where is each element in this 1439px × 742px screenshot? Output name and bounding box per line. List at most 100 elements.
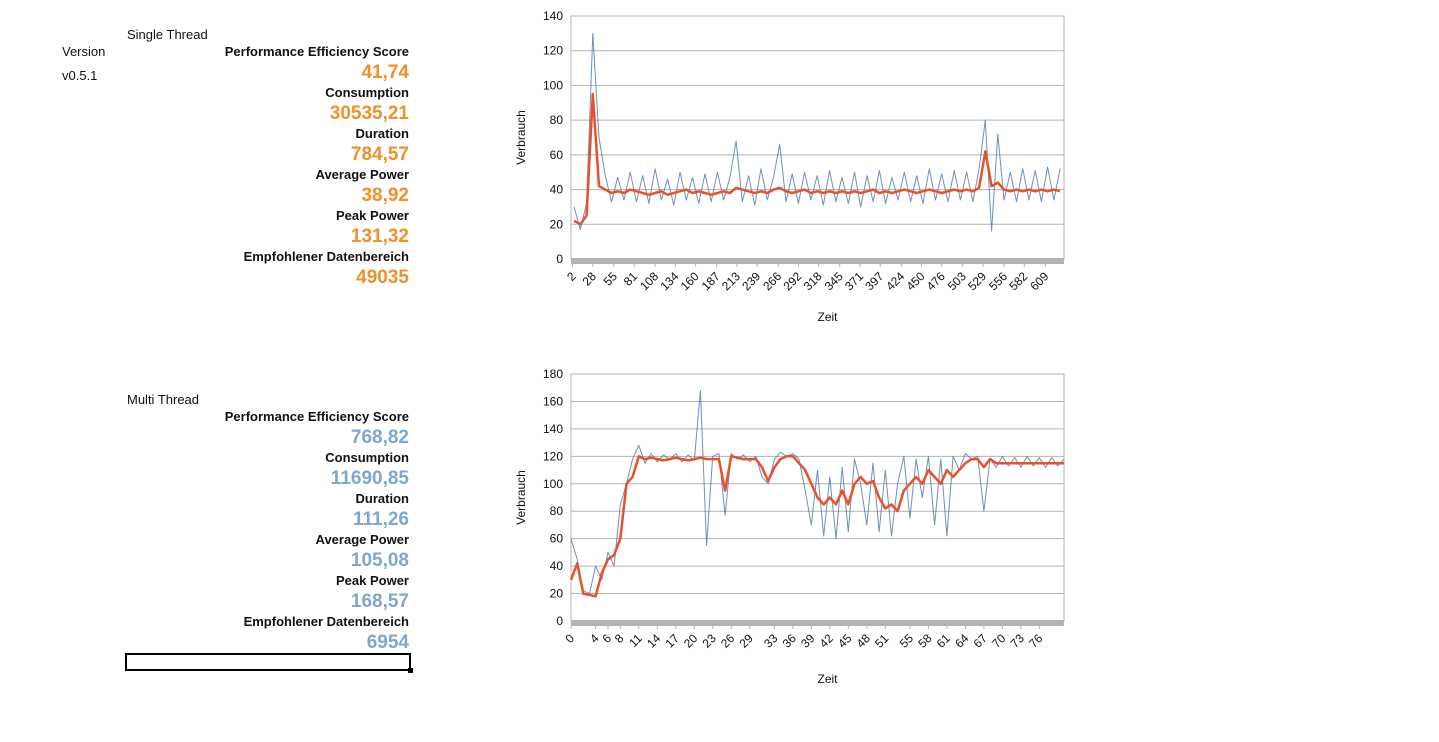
x-tick-label: 8 [612,631,627,646]
metric-label: Duration [356,491,410,506]
x-tick-label: 67 [971,631,991,651]
x-tick-label: 36 [780,631,800,651]
x-tick-label: 345 [822,269,846,293]
metric-value: 111,26 [353,509,409,530]
y-tick-label: 60 [550,532,564,546]
x-tick-label: 4 [587,631,602,646]
metric-label: Peak Power [336,573,409,588]
x-tick-label: 20 [681,631,701,651]
x-tick-label: 108 [637,269,661,293]
x-tick-label: 55 [897,631,917,651]
x-tick-label: 51 [872,631,892,651]
series-line [573,92,1061,226]
x-tick-label: 503 [945,269,969,293]
x-tick-label: 397 [862,269,886,293]
x-tick-label: 582 [1006,269,1030,293]
y-tick-label: 20 [550,587,564,601]
plot-area [570,15,1065,260]
y-tick-label: 120 [543,44,563,58]
x-tick-label: 318 [801,269,825,293]
x-tick-label: 45 [835,631,855,651]
series-line [570,390,1065,595]
metric-value: 105,08 [351,550,409,571]
x-tick-label: 239 [739,269,763,293]
x-tick-label: 14 [644,631,664,651]
x-tick-label: 609 [1027,269,1051,293]
x-tick-label: 81 [621,269,641,289]
metric-label: Performance Efficiency Score [225,44,409,59]
y-tick-label: 0 [556,614,563,628]
x-tick-label: 424 [883,269,907,293]
x-tick-label: 61 [934,631,954,651]
y-tick-label: 160 [543,394,563,408]
metric-label: Duration [356,126,410,141]
metric-label: Average Power [316,532,409,547]
x-tick-label: 2 [564,269,579,284]
x-tick-label: 529 [965,269,989,293]
x-tick-label: 160 [678,269,702,293]
y-tick-label: 100 [543,477,563,491]
x-tick-label: 371 [842,269,866,293]
x-axis-band [571,258,1064,264]
metric-value: 38,92 [361,185,409,206]
x-tick-label: 76 [1026,631,1046,651]
x-tick-label: 70 [989,631,1009,651]
y-axis-title: Verbrauch [514,110,528,165]
y-tick-label: 100 [543,78,563,92]
x-tick-label: 39 [798,631,818,651]
metric-label: Empfohlener Datenbereich [244,249,409,264]
x-axis-title: Zeit [817,310,838,324]
x-tick-label: 0 [562,631,577,646]
x-tick-label: 42 [817,631,837,651]
y-tick-label: 80 [550,113,564,127]
selected-cell[interactable] [125,653,411,671]
x-tick-label: 11 [626,631,645,650]
metric-label: Consumption [325,85,409,100]
y-tick-label: 60 [550,148,564,162]
metric-value: 131,32 [351,226,409,247]
x-tick-label: 292 [780,269,804,293]
x-tick-label: 476 [924,269,948,293]
metric-label: Performance Efficiency Score [225,409,409,424]
y-tick-label: 40 [550,183,564,197]
x-tick-label: 55 [601,269,621,289]
section-title: Multi Thread [127,392,199,407]
y-tick-label: 40 [550,559,564,573]
x-tick-label: 450 [904,269,928,293]
y-tick-label: 120 [543,449,563,463]
x-tick-label: 23 [700,631,720,651]
x-axis-band [571,620,1064,626]
metric-label: Empfohlener Datenbereich [244,614,409,629]
x-tick-label: 556 [986,269,1010,293]
x-tick-label: 33 [761,631,781,651]
x-tick-label: 187 [699,269,723,293]
y-tick-label: 180 [543,367,563,381]
x-tick-label: 266 [760,269,784,293]
y-tick-label: 140 [543,422,563,436]
metric-value: 30535,21 [330,103,410,124]
x-tick-label: 28 [580,269,600,289]
metric-label: Average Power [316,167,409,182]
metric-value: 11690,85 [331,468,410,489]
x-tick-label: 6 [599,631,614,646]
x-tick-label: 134 [657,269,681,293]
x-tick-label: 17 [663,631,683,651]
version-label: Version [62,44,105,59]
x-tick-label: 26 [718,631,738,651]
metric-value: 6954 [367,632,410,653]
y-tick-label: 20 [550,217,564,231]
y-tick-label: 140 [543,9,563,23]
metric-value: 784,57 [351,144,409,165]
x-axis-title: Zeit [817,672,838,686]
metric-label: Consumption [325,450,409,465]
x-tick-label: 58 [915,631,935,651]
x-tick-label: 213 [719,269,743,293]
x-tick-label: 64 [952,631,972,651]
metric-value: 768,82 [351,427,409,448]
x-tick-label: 73 [1008,631,1028,651]
fill-handle[interactable] [408,668,413,673]
x-tick-label: 48 [854,631,874,651]
metric-value: 49035 [356,267,409,288]
y-axis-title: Verbrauch [514,470,528,525]
